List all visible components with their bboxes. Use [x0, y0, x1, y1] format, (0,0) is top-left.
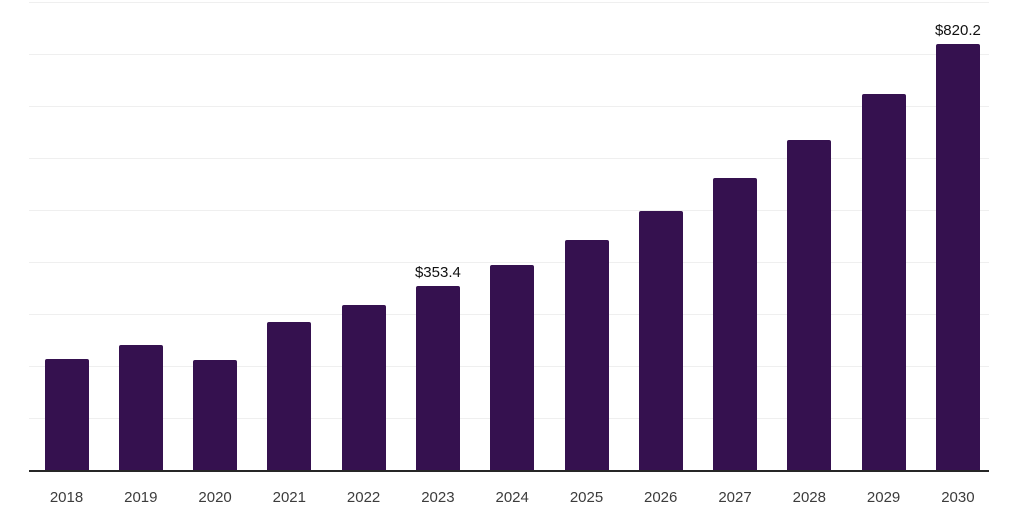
x-axis-label-2026: 2026 [644, 489, 678, 506]
x-axis-label-2022: 2022 [346, 489, 381, 506]
bar-2024 [490, 264, 535, 470]
bar-2019 [118, 345, 163, 470]
x-axis-line [29, 470, 989, 472]
x-axis-label-2028: 2028 [792, 489, 826, 506]
x-axis-label-2021: 2021 [272, 489, 306, 506]
gridline [29, 2, 989, 3]
gridline [29, 54, 989, 55]
gridline [29, 106, 989, 107]
x-axis-label-2018: 2018 [49, 489, 84, 506]
x-axis-label-2027: 2027 [718, 489, 752, 506]
bar-2025 [564, 239, 609, 470]
x-axis-label-2024: 2024 [495, 489, 529, 506]
x-axis-label-2030: 2030 [941, 489, 975, 506]
data-label-2023: $353.4 [414, 264, 461, 282]
bar-2029 [861, 94, 906, 470]
gridline [29, 158, 989, 159]
x-axis-label-2020: 2020 [198, 489, 232, 506]
bar-2020 [193, 359, 238, 470]
bar-2021 [267, 321, 312, 470]
x-axis-label-2029: 2029 [866, 489, 901, 506]
bar-2023 [415, 286, 460, 470]
bar-2026 [638, 211, 683, 470]
gridline [29, 262, 989, 263]
gridline [29, 210, 989, 211]
x-axis-label-2019: 2019 [124, 489, 158, 506]
x-axis-label-2023: 2023 [421, 489, 455, 506]
bar-2018 [44, 358, 89, 470]
bar-2022 [341, 304, 386, 470]
bar-2028 [787, 140, 832, 470]
bar-2027 [713, 178, 757, 470]
data-label-2030: $820.2 [934, 21, 981, 39]
x-axis-label-2025: 2025 [569, 489, 604, 506]
bar-2030 [935, 43, 980, 470]
